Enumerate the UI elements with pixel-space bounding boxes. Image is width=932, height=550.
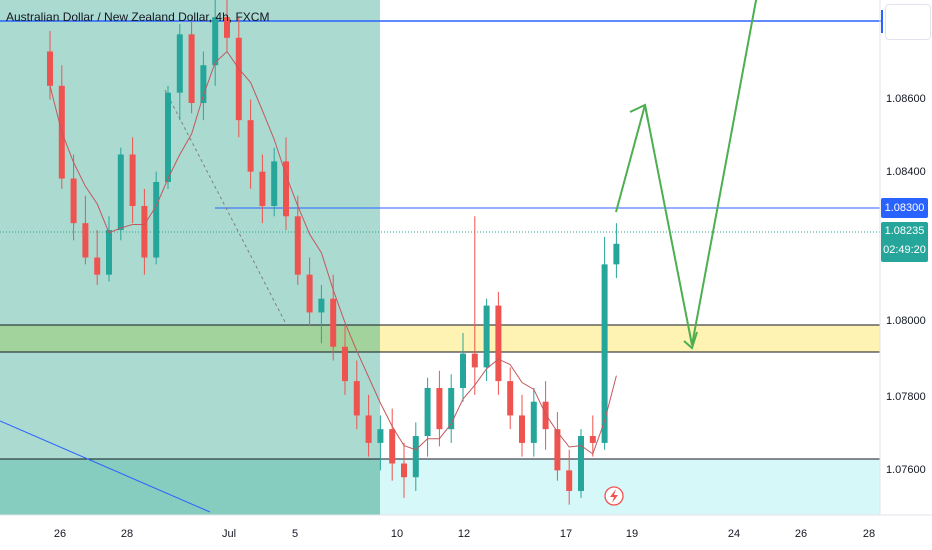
candle-body xyxy=(554,429,561,471)
green-zone[interactable] xyxy=(0,325,380,352)
price-tick-label: 1.08400 xyxy=(886,166,926,178)
price-tick-label: 1.07600 xyxy=(886,464,926,476)
candle-body xyxy=(389,429,396,464)
price-tick-label: 1.08600 xyxy=(886,93,926,105)
projection-arrowhead-2 xyxy=(683,331,698,350)
candle-body xyxy=(424,387,431,437)
time-tick-label: 10 xyxy=(391,528,403,540)
candle-body xyxy=(259,171,266,206)
candle-body xyxy=(460,353,466,388)
time-tick-label: Jul xyxy=(222,528,236,540)
candles-group xyxy=(47,0,620,505)
candle-body xyxy=(70,178,77,224)
candle-body xyxy=(342,346,348,382)
candle-body xyxy=(294,216,301,275)
moving-average-line xyxy=(49,50,617,455)
candle-body xyxy=(247,120,254,172)
candle-body xyxy=(47,51,53,86)
time-axis[interactable]: 26 28 Jul 5 10 12 17 19 24 26 28 xyxy=(54,528,875,540)
candle-body xyxy=(601,264,608,443)
time-tick-label: 28 xyxy=(121,528,133,540)
price-axis[interactable]: 1.08600 1.08400 1.08000 1.07800 1.07600 xyxy=(886,93,926,476)
lightning-bolt-icon[interactable] xyxy=(604,486,624,506)
candle-body xyxy=(578,436,584,491)
time-tick-label: 17 xyxy=(560,528,572,540)
candle-body xyxy=(106,230,112,275)
bar-countdown: 02:49:20 xyxy=(883,244,926,256)
candle-body xyxy=(200,65,207,103)
candle-body xyxy=(507,381,514,416)
candle-body xyxy=(436,387,443,430)
candle-body xyxy=(377,429,384,443)
price-tick-label: 1.07800 xyxy=(886,391,926,403)
candle-body xyxy=(566,470,573,491)
candle-body xyxy=(153,181,160,258)
candle-body xyxy=(271,161,278,206)
dashed-diagonal xyxy=(164,89,286,323)
time-tick-label: 28 xyxy=(863,528,875,540)
candle-body xyxy=(365,415,372,443)
candle-body xyxy=(519,415,525,443)
yellow-zone[interactable] xyxy=(380,325,880,352)
candle-body xyxy=(129,154,136,206)
candle-body xyxy=(401,463,407,478)
projection-path[interactable] xyxy=(615,0,758,346)
candle-body xyxy=(306,274,313,313)
resistance-price-tag: 1.08300 xyxy=(881,198,928,218)
candle-body xyxy=(176,34,183,93)
candle-body xyxy=(542,401,549,430)
candle-body xyxy=(589,436,596,443)
time-tick-label: 24 xyxy=(728,528,740,540)
time-tick-label: 5 xyxy=(292,528,298,540)
support-zone-left xyxy=(0,459,380,515)
candle-body xyxy=(165,92,171,182)
candle-body xyxy=(235,37,242,121)
chart-title: Australian Dollar / New Zealand Dollar, … xyxy=(6,10,270,24)
candle-body xyxy=(82,223,89,258)
candle-body xyxy=(412,436,419,478)
candle-body xyxy=(117,154,124,231)
candle-body xyxy=(318,298,325,313)
candle-body xyxy=(212,17,219,66)
candle-body xyxy=(94,257,101,275)
descending-trendline[interactable] xyxy=(0,420,211,513)
last-price-value: 1.08235 xyxy=(884,225,925,237)
candle-body xyxy=(141,206,148,258)
candle-body xyxy=(613,243,620,265)
candle-body xyxy=(448,387,455,430)
time-tick-label: 26 xyxy=(795,528,807,540)
projection-arrowhead-1 xyxy=(629,103,649,122)
price-tick-label: 1.08000 xyxy=(886,315,926,327)
time-tick-label: 19 xyxy=(626,528,638,540)
candle-body xyxy=(495,305,502,382)
candle-body xyxy=(530,401,537,443)
candle-body xyxy=(483,305,490,368)
candle-body xyxy=(283,161,289,217)
candle-body xyxy=(330,298,337,347)
price-scale-corner-button[interactable] xyxy=(885,4,931,40)
time-tick-label: 12 xyxy=(458,528,470,540)
last-price-label: 1.08235 02:49:20 xyxy=(881,222,928,262)
candle-body xyxy=(353,381,360,416)
candle-body xyxy=(188,34,195,104)
time-tick-label: 26 xyxy=(54,528,66,540)
support-zone[interactable] xyxy=(380,459,880,515)
candle-body xyxy=(224,17,230,38)
candle-body xyxy=(471,353,478,368)
